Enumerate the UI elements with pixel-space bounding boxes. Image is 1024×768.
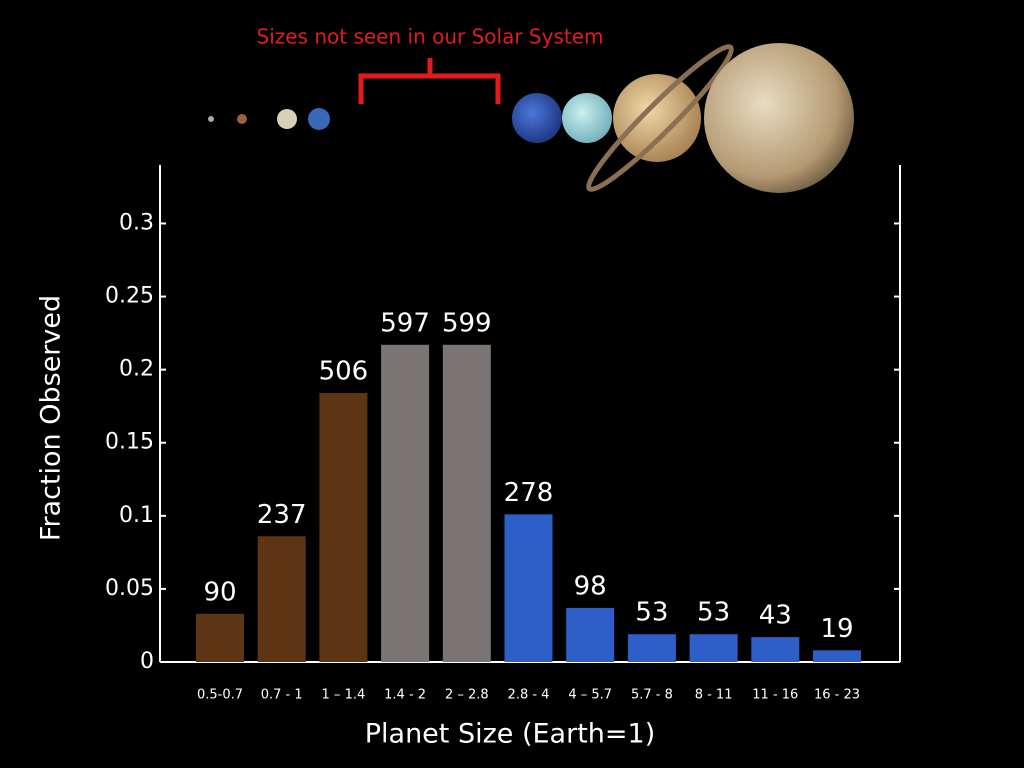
- count-label: 43: [759, 601, 792, 631]
- mercury: [208, 116, 214, 122]
- count-label: 53: [635, 598, 668, 628]
- bar: [504, 514, 553, 662]
- y-tick-label: 0.25: [105, 284, 154, 309]
- annotation: Sizes not seen in our Solar System: [257, 25, 604, 49]
- bar: [257, 536, 306, 662]
- y-tick-label: 0.05: [105, 576, 154, 601]
- annotation-bracket: [358, 58, 501, 104]
- bar: [627, 634, 676, 662]
- y-tick-label: 0.3: [119, 210, 154, 235]
- y-tick-label: 0.2: [119, 357, 154, 382]
- x-tick-label: 11 - 16: [752, 688, 798, 703]
- saturn: [613, 74, 701, 162]
- count-label: 506: [319, 357, 369, 387]
- y-tick-label: 0.15: [105, 430, 154, 455]
- x-tick-label: 16 - 23: [814, 688, 860, 703]
- mars: [237, 114, 247, 124]
- bar: [442, 344, 491, 662]
- x-tick-label: 0.5-0.7: [197, 688, 243, 703]
- bar: [751, 637, 800, 662]
- x-tick-label: 1.4 - 2: [384, 688, 426, 703]
- planets: [208, 43, 854, 193]
- count-label: 597: [380, 308, 430, 338]
- count-label: 237: [257, 500, 307, 530]
- x-tick-label: 5.7 - 8: [631, 688, 673, 703]
- x-tick-label: 2 – 2.8: [445, 688, 489, 703]
- venus: [277, 109, 297, 129]
- x-axis-label: Planet Size (Earth=1): [365, 719, 656, 750]
- uranus: [562, 93, 612, 143]
- x-tick-label: 2.8 - 4: [508, 688, 550, 703]
- bar: [813, 650, 861, 662]
- y-tick-label: 0: [140, 649, 154, 674]
- count-label: 19: [820, 614, 853, 644]
- y-axis-label: Fraction Observed: [36, 295, 67, 541]
- bar: [566, 607, 615, 662]
- jupiter: [704, 43, 854, 193]
- x-tick-label: 8 - 11: [695, 688, 733, 703]
- neptune: [512, 93, 562, 143]
- bar: [319, 393, 368, 662]
- count-label: 53: [697, 598, 730, 628]
- count-label: 98: [574, 571, 607, 601]
- count-label: 278: [504, 478, 554, 508]
- x-tick-label: 4 – 5.7: [568, 688, 612, 703]
- saturn-ring: [586, 44, 734, 192]
- x-tick-label: 0.7 - 1: [261, 688, 303, 703]
- bar: [381, 344, 430, 662]
- earth: [308, 108, 330, 130]
- bar: [196, 613, 244, 662]
- count-label: 599: [442, 308, 492, 338]
- y-tick-label: 0.1: [119, 503, 154, 528]
- count-label: 90: [203, 577, 236, 607]
- x-tick-label: 1 – 1.4: [322, 688, 366, 703]
- bar: [689, 634, 738, 662]
